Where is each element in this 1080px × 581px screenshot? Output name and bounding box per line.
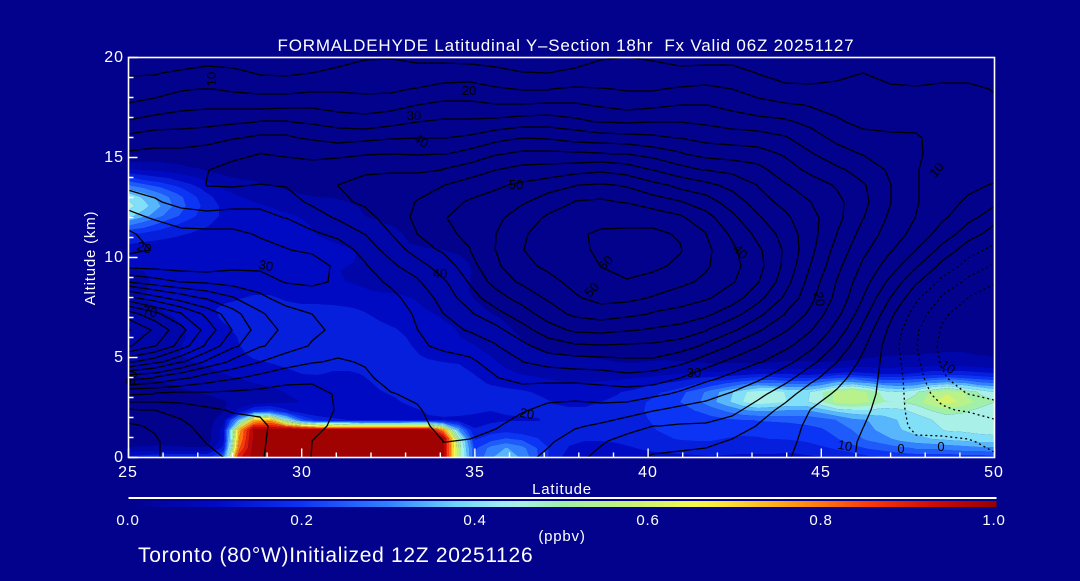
svg-text:25: 25 [118,464,138,481]
svg-text:Latitude: Latitude [532,481,592,498]
svg-text:0: 0 [114,449,124,466]
svg-text:0.6: 0.6 [636,512,659,529]
svg-text:0: 0 [897,441,904,456]
svg-text:40: 40 [411,130,431,151]
svg-text:15: 15 [104,149,124,166]
svg-text:0: 0 [937,439,944,454]
svg-text:0.4: 0.4 [463,512,486,529]
svg-text:45: 45 [811,464,831,481]
svg-text:5: 5 [114,349,124,366]
svg-text:Altitude (km): Altitude (km) [82,211,99,306]
svg-text:20: 20 [104,49,124,66]
svg-text:30: 30 [687,365,701,380]
svg-text:40: 40 [433,266,447,281]
svg-text:(ppbv): (ppbv) [538,528,585,545]
svg-text:10: 10 [104,249,124,266]
svg-text:50: 50 [509,177,523,192]
svg-text:0.0: 0.0 [116,512,139,529]
svg-text:10: 10 [837,437,854,454]
svg-text:40: 40 [638,464,658,481]
svg-text:70: 70 [142,303,159,320]
svg-text:30: 30 [258,257,275,274]
svg-text:0.8: 0.8 [809,512,832,529]
svg-text:50: 50 [984,464,1004,481]
svg-text:FORMALDEHYDE Latitudinal Y–Sec: FORMALDEHYDE Latitudinal Y–Section 18hr … [278,36,855,55]
svg-text:20: 20 [462,83,476,98]
svg-text:20: 20 [811,290,828,307]
svg-text:35: 35 [465,464,485,481]
svg-text:30: 30 [292,464,312,481]
svg-text:10: 10 [204,72,219,86]
svg-text:Toronto (80°W)Initialized 12Z: Toronto (80°W)Initialized 12Z 20251126 [138,544,533,567]
svg-text:20: 20 [519,405,536,422]
svg-text:0.2: 0.2 [290,512,313,529]
svg-text:30: 30 [407,108,421,123]
svg-text:1.0: 1.0 [982,512,1005,529]
svg-text:20: 20 [135,238,153,256]
